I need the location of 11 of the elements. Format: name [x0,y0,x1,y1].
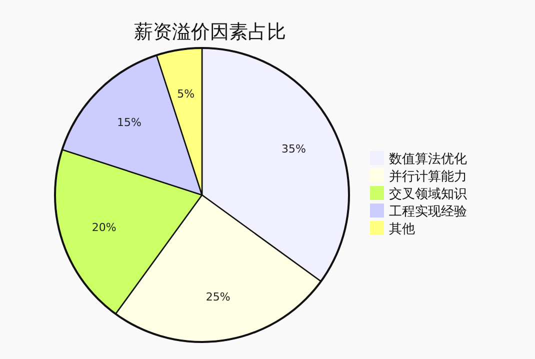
legend-label: 工程实现经验 [389,204,467,220]
chart-title: 薪资溢价因素占比 [134,21,286,43]
data-label: 20% [92,220,116,234]
legend-label: 交叉领域知识 [389,186,467,202]
data-label: 35% [281,142,306,156]
data-label: 5% [177,87,195,100]
legend-label: 并行计算能力 [389,170,467,184]
slice-label: 数值算法优化 [389,152,467,167]
legend-label: 其他 [389,222,415,237]
data-label: 25% [206,290,230,304]
data-label: 15% [117,116,142,130]
